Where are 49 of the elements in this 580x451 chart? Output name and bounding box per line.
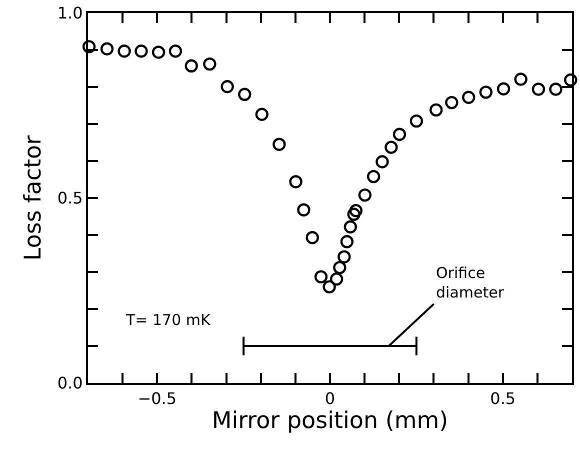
- point: [168, 44, 182, 58]
- y-tick-label: 0.0: [57, 374, 83, 393]
- x-tick-label: 0.5: [490, 389, 516, 408]
- annotation: Orifice diameter: [436, 264, 505, 302]
- point: [347, 208, 360, 221]
- point: [358, 188, 372, 202]
- point: [462, 90, 476, 104]
- point: [479, 86, 493, 99]
- point: [82, 40, 96, 54]
- point: [376, 155, 389, 168]
- point: [134, 44, 148, 58]
- point: [344, 220, 357, 234]
- y-tick-label: 0.5: [57, 188, 83, 208]
- x-tick-label: 0: [324, 389, 336, 408]
- x-tick-label: −0.5: [138, 389, 177, 408]
- point: [314, 270, 328, 284]
- point: [366, 170, 380, 184]
- point: [330, 272, 344, 286]
- x-axis-title: Mirror position (mm): [212, 408, 448, 434]
- y-axis-title: Loss factor: [20, 134, 46, 261]
- point: [549, 82, 562, 96]
- point: [496, 82, 510, 96]
- point: [514, 72, 528, 86]
- point: [306, 230, 319, 244]
- point: [430, 103, 443, 117]
- point: [184, 59, 198, 73]
- point: [333, 260, 346, 274]
- point: [349, 204, 363, 218]
- point: [152, 46, 166, 59]
- point: [564, 73, 578, 87]
- y-tick-label: 1.0: [57, 4, 83, 23]
- point: [392, 128, 406, 141]
- point: [297, 203, 310, 216]
- point: [100, 42, 114, 56]
- point: [203, 57, 216, 71]
- point: [255, 108, 268, 121]
- point: [410, 114, 424, 128]
- point: [272, 138, 286, 151]
- point: [338, 250, 351, 264]
- point: [532, 82, 546, 96]
- point: [238, 88, 252, 101]
- point: [384, 140, 398, 154]
- annotation: T= 170 mK: [125, 311, 212, 329]
- point: [289, 175, 302, 188]
- point: [322, 280, 336, 294]
- point: [220, 80, 234, 94]
- point: [118, 44, 131, 58]
- point: [445, 96, 458, 110]
- point: [340, 235, 354, 248]
